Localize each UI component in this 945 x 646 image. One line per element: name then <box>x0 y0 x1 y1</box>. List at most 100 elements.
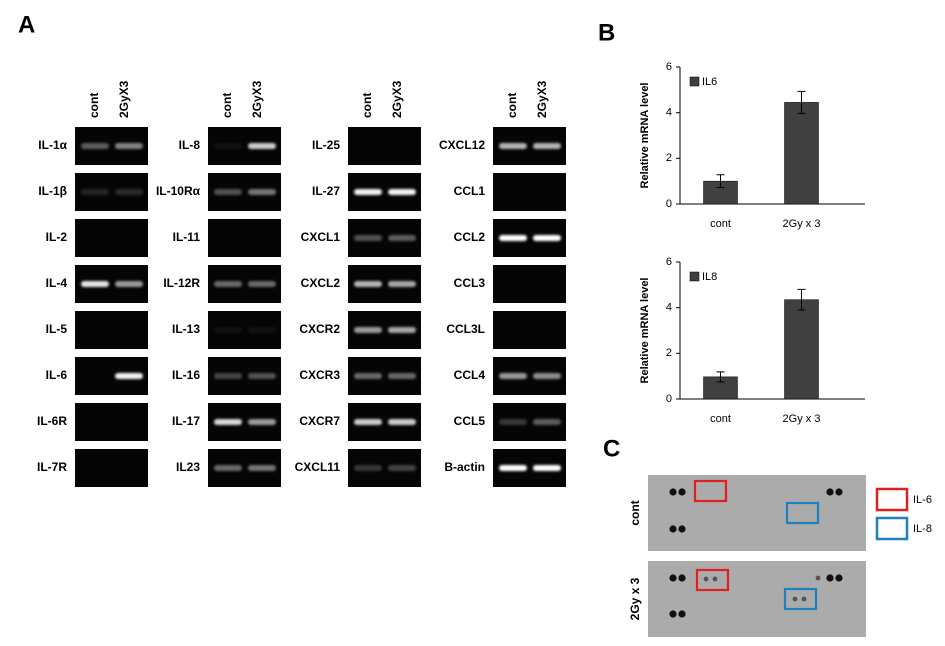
gene-label: IL-4 <box>46 276 68 290</box>
y-tick-label: 0 <box>666 198 672 210</box>
panel-label: A <box>18 11 35 38</box>
panel-label: C <box>603 435 620 462</box>
band <box>354 281 382 287</box>
y-tick-label: 4 <box>666 302 672 314</box>
highlight-box <box>785 501 820 525</box>
blot-dot <box>678 525 686 533</box>
blot <box>648 561 866 637</box>
gene-label: IL-8 <box>179 138 201 152</box>
band <box>533 373 561 379</box>
gene-label: IL-16 <box>172 368 200 382</box>
x-tick-label: 2Gy x 3 <box>783 218 821 230</box>
lane-header: 2GyX3 <box>250 80 264 118</box>
band <box>354 419 382 425</box>
gel <box>493 311 566 349</box>
y-tick-label: 0 <box>666 393 672 405</box>
band <box>533 465 561 471</box>
band <box>214 281 242 287</box>
band <box>388 373 416 379</box>
band <box>388 281 416 287</box>
blot-dot <box>835 574 843 582</box>
highlight-box <box>693 479 728 503</box>
blot <box>648 475 866 551</box>
error-bar <box>797 288 806 311</box>
gene-label: CXCR7 <box>299 414 340 428</box>
lane-header: cont <box>360 93 374 118</box>
legend-label: IL-8 <box>913 523 932 535</box>
gene-label: CCL3L <box>446 322 485 336</box>
gene-label: B-actin <box>444 460 485 474</box>
y-axis-label: Relative mRNA level <box>639 83 651 189</box>
gene-label: IL-12R <box>163 276 200 290</box>
legend-label: IL-6 <box>913 494 932 506</box>
gene-label: IL-27 <box>312 184 340 198</box>
gene-label: CCL1 <box>454 184 486 198</box>
blot-dot <box>669 488 677 496</box>
gel <box>493 173 566 211</box>
legend-swatch <box>689 76 700 87</box>
band <box>388 327 416 333</box>
bar <box>784 102 819 205</box>
blot-dot <box>792 596 798 602</box>
y-tick-label: 6 <box>666 61 672 73</box>
band <box>115 189 143 195</box>
blot-dot <box>669 610 677 618</box>
gene-label: IL-1β <box>38 184 67 198</box>
band <box>499 143 527 149</box>
band <box>214 189 242 195</box>
panel-label: B <box>598 19 615 46</box>
gel <box>493 265 566 303</box>
gel <box>208 219 281 257</box>
band <box>499 419 527 425</box>
gene-label: IL-6R <box>37 414 67 428</box>
band <box>354 327 382 333</box>
legend-box <box>875 516 909 541</box>
band <box>115 143 143 149</box>
band <box>354 235 382 241</box>
legend-swatch <box>689 271 700 282</box>
gene-label: IL-1α <box>38 138 67 152</box>
gene-label: IL-25 <box>312 138 340 152</box>
blot-dot <box>669 574 677 582</box>
blot-dot <box>678 574 686 582</box>
band <box>248 419 276 425</box>
highlight-box <box>695 568 730 592</box>
gene-label: IL-11 <box>173 230 201 244</box>
band <box>354 189 382 195</box>
band <box>81 143 109 149</box>
gene-label: IL-13 <box>172 322 200 336</box>
band <box>81 281 109 287</box>
error-bar <box>797 90 806 114</box>
y-tick-label: 4 <box>666 107 672 119</box>
gene-label: IL-6 <box>46 368 68 382</box>
blot-dot <box>815 575 821 581</box>
band <box>248 281 276 287</box>
band <box>388 465 416 471</box>
gel <box>348 127 421 165</box>
blot-dot <box>678 610 686 618</box>
blot-dot <box>669 525 677 533</box>
band <box>533 143 561 149</box>
lane-header: cont <box>505 93 519 118</box>
gene-label: CCL2 <box>454 230 486 244</box>
y-tick-label: 6 <box>666 256 672 268</box>
gene-label: CXCL11 <box>295 460 341 474</box>
blot-dot <box>712 576 718 582</box>
band <box>214 419 242 425</box>
band <box>248 189 276 195</box>
band <box>499 373 527 379</box>
gene-label: CXCR3 <box>299 368 340 382</box>
band <box>248 143 276 149</box>
blot-dot <box>826 574 834 582</box>
gene-label: CXCL12 <box>439 138 485 152</box>
gene-label: CCL5 <box>454 414 486 428</box>
bar <box>784 299 819 400</box>
gene-label: CCL4 <box>454 368 486 382</box>
y-axis-label: Relative mRNA level <box>639 278 651 384</box>
blot-dot <box>801 596 807 602</box>
band <box>214 465 242 471</box>
blot-dot <box>826 488 834 496</box>
band <box>499 235 527 241</box>
band <box>388 189 416 195</box>
